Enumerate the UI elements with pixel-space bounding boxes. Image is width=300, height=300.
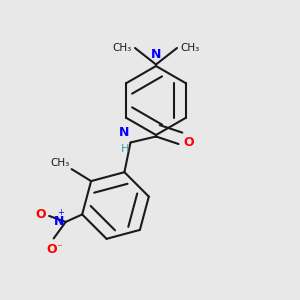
- Text: CH₃: CH₃: [113, 43, 132, 53]
- Text: O: O: [183, 136, 194, 149]
- Text: ⁻: ⁻: [57, 243, 63, 253]
- Text: CH₃: CH₃: [180, 43, 199, 53]
- Text: H: H: [121, 144, 129, 154]
- Text: N: N: [118, 127, 129, 140]
- Text: O: O: [36, 208, 46, 221]
- Text: CH₃: CH₃: [51, 158, 70, 168]
- Text: N: N: [54, 215, 64, 228]
- Text: N: N: [151, 49, 161, 62]
- Text: O: O: [47, 243, 58, 256]
- Text: +: +: [57, 208, 64, 217]
